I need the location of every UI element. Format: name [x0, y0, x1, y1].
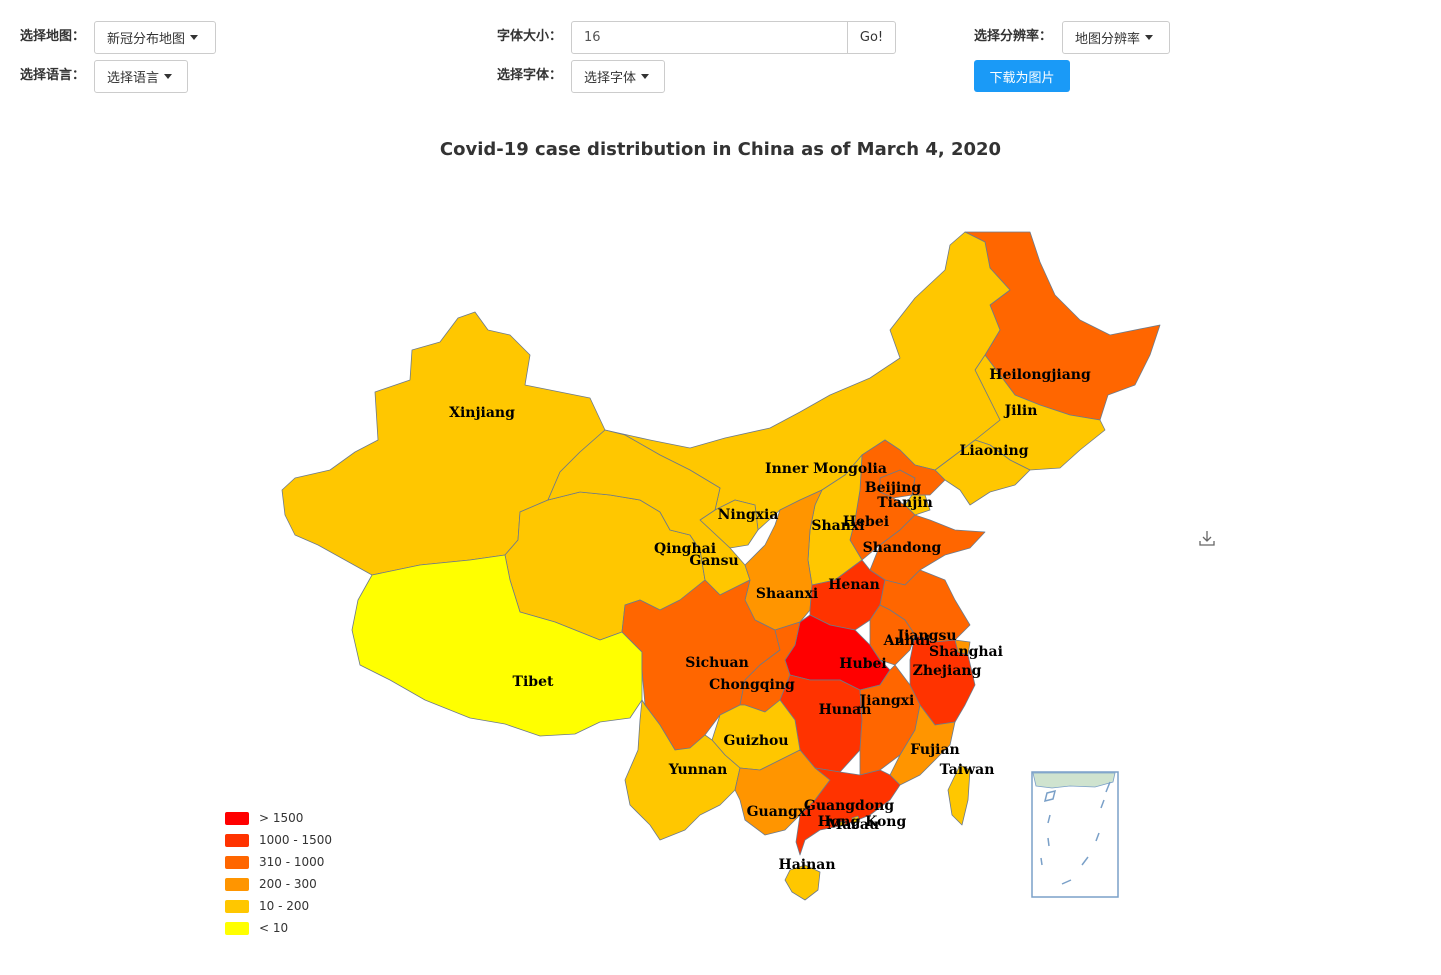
legend-swatch: [225, 833, 249, 847]
province-label-xinjiang: Xinjiang: [449, 405, 515, 421]
legend-label: 200 - 300: [259, 877, 317, 891]
province-label-hong-kong: Hong Kong: [818, 814, 907, 830]
legend-swatch: [225, 899, 249, 913]
legend: > 1500 1000 - 1500 310 - 1000 200 - 300 10 -…: [225, 807, 332, 939]
province-label-sichuan: Sichuan: [685, 655, 749, 671]
province-label-yunnan: Yunnan: [668, 762, 728, 778]
province-tibet[interactable]: [351, 554, 643, 737]
font-size-label: 字体大小：: [497, 29, 563, 44]
province-label-hunan: Hunan: [819, 702, 872, 718]
province-label-hubei: Hubei: [839, 656, 886, 672]
province-label-shanxi: Shanxi: [811, 518, 864, 534]
font-size-input[interactable]: [571, 21, 848, 54]
province-label-beijing: Beijing: [865, 480, 922, 496]
resolution-value: 地图分辨率: [1075, 32, 1141, 47]
legend-item[interactable]: > 1500: [225, 807, 332, 829]
download-icon[interactable]: [1198, 529, 1216, 547]
map-select-dropdown[interactable]: 新冠分布地图: [94, 21, 216, 54]
resolution-dropdown[interactable]: 地图分辨率: [1062, 21, 1170, 54]
province-label-inner-mongolia: Inner Mongolia: [765, 461, 887, 477]
language-select-value: 选择语言: [107, 71, 160, 86]
province-label-hebei: Hebei: [843, 514, 889, 530]
font-select-dropdown[interactable]: 选择字体: [571, 60, 665, 93]
legend-item[interactable]: < 10: [225, 917, 332, 939]
caret-down-icon: [1145, 35, 1154, 40]
font-select-value: 选择字体: [584, 71, 637, 86]
caret-down-icon: [164, 74, 173, 79]
legend-item[interactable]: 310 - 1000: [225, 851, 332, 873]
legend-label: < 10: [259, 921, 289, 935]
legend-swatch: [225, 877, 249, 891]
province-label-hainan: Hainan: [778, 857, 835, 873]
province-anhui[interactable]: [869, 604, 916, 666]
province-label-shandong: Shandong: [863, 540, 942, 556]
map-title: Covid-19 case distribution in China as o…: [439, 139, 1002, 160]
go-button[interactable]: Go!: [847, 21, 896, 54]
province-label-taiwan: Taiwan: [940, 762, 995, 778]
province-label-qinghai: Qinghai: [654, 541, 716, 557]
resolution-label: 选择分辨率：: [974, 29, 1053, 44]
province-label-shaanxi: Shaanxi: [756, 586, 818, 602]
province-label-shanghai: Shanghai: [929, 644, 1003, 660]
legend-swatch: [225, 811, 249, 825]
province-label-jiangxi: Jiangxi: [858, 693, 915, 709]
province-taiwan[interactable]: [947, 764, 971, 826]
province-label-zhejiang: Zhejiang: [913, 663, 982, 679]
legend-label: 310 - 1000: [259, 855, 325, 869]
map-select-value: 新冠分布地图: [107, 32, 186, 47]
province-label-gansu: Gansu: [689, 553, 738, 569]
download-image-button[interactable]: 下载为图片: [974, 60, 1070, 92]
south-china-sea-inset: [1031, 771, 1119, 898]
province-label-guizhou: Guizhou: [723, 733, 788, 749]
language-select-label: 选择语言：: [20, 68, 86, 83]
province-label-ningxia: Ningxia: [718, 507, 779, 523]
province-label-jiangsu: Jiangsu: [895, 628, 956, 644]
province-label-tianjin: Tianjin: [877, 495, 933, 511]
province-hainan[interactable]: [784, 864, 821, 901]
province-label-anhui: Anhui: [883, 633, 931, 649]
caret-down-icon: [641, 74, 650, 79]
province-yunnan[interactable]: [624, 699, 741, 841]
caret-down-icon: [190, 35, 199, 40]
province-label-henan: Henan: [828, 577, 880, 593]
province-label-liaoning: Liaoning: [959, 443, 1028, 459]
legend-label: > 1500: [259, 811, 304, 825]
legend-item[interactable]: 10 - 200: [225, 895, 332, 917]
province-label-guangdong: Guangdong: [804, 798, 894, 814]
legend-swatch: [225, 855, 249, 869]
province-label-macau: Macau: [827, 817, 879, 833]
legend-swatch: [225, 921, 249, 935]
font-select-label: 选择字体：: [497, 68, 563, 83]
legend-label: 10 - 200: [259, 899, 310, 913]
province-hong-kong[interactable]: [851, 815, 861, 824]
province-label-guangxi: Guangxi: [747, 804, 812, 820]
legend-item[interactable]: 200 - 300: [225, 873, 332, 895]
province-label-tibet: Tibet: [513, 674, 554, 690]
province-label-heilongjiang: Heilongjiang: [989, 367, 1091, 383]
legend-item[interactable]: 1000 - 1500: [225, 829, 332, 851]
language-select-dropdown[interactable]: 选择语言: [94, 60, 188, 93]
legend-label: 1000 - 1500: [259, 833, 333, 847]
province-macau[interactable]: [839, 820, 846, 827]
province-label-jilin: Jilin: [1003, 403, 1038, 419]
province-label-fujian: Fujian: [910, 742, 960, 758]
province-label-chongqing: Chongqing: [709, 677, 795, 693]
map-select-label: 选择地图：: [20, 29, 86, 44]
province-fujian[interactable]: [889, 704, 956, 786]
